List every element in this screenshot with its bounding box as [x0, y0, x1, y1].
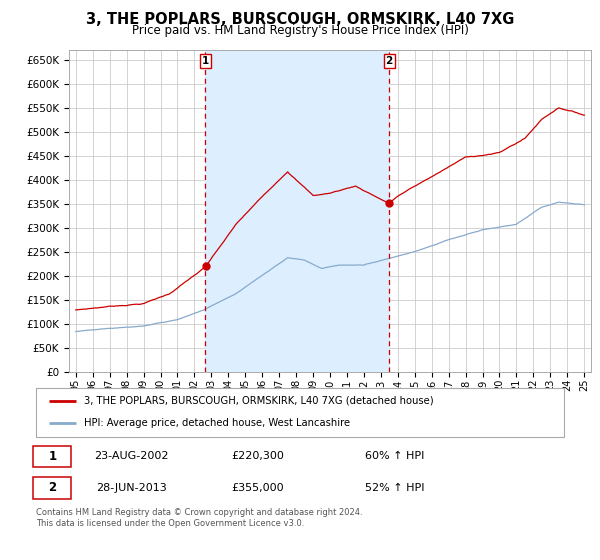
- Text: 2: 2: [386, 56, 393, 66]
- Text: 28-JUN-2013: 28-JUN-2013: [95, 483, 166, 493]
- Bar: [205, 50, 389, 372]
- Text: HPI: Average price, detached house, West Lancashire: HPI: Average price, detached house, West…: [83, 418, 350, 428]
- FancyBboxPatch shape: [36, 388, 564, 437]
- Text: 3, THE POPLARS, BURSCOUGH, ORMSKIRK, L40 7XG: 3, THE POPLARS, BURSCOUGH, ORMSKIRK, L40…: [86, 12, 514, 27]
- Text: 1: 1: [202, 56, 209, 66]
- Text: 23-AUG-2002: 23-AUG-2002: [94, 451, 168, 461]
- Text: Price paid vs. HM Land Registry's House Price Index (HPI): Price paid vs. HM Land Registry's House …: [131, 24, 469, 37]
- Text: 52% ↑ HPI: 52% ↑ HPI: [365, 483, 425, 493]
- Text: 60% ↑ HPI: 60% ↑ HPI: [365, 451, 425, 461]
- FancyBboxPatch shape: [34, 477, 71, 498]
- Text: £220,300: £220,300: [232, 451, 284, 461]
- Text: 1: 1: [49, 450, 56, 463]
- Text: Contains HM Land Registry data © Crown copyright and database right 2024.
This d: Contains HM Land Registry data © Crown c…: [36, 508, 362, 528]
- Text: 2: 2: [49, 482, 56, 494]
- Text: £355,000: £355,000: [232, 483, 284, 493]
- FancyBboxPatch shape: [34, 446, 71, 467]
- Text: 3, THE POPLARS, BURSCOUGH, ORMSKIRK, L40 7XG (detached house): 3, THE POPLARS, BURSCOUGH, ORMSKIRK, L40…: [83, 396, 433, 406]
